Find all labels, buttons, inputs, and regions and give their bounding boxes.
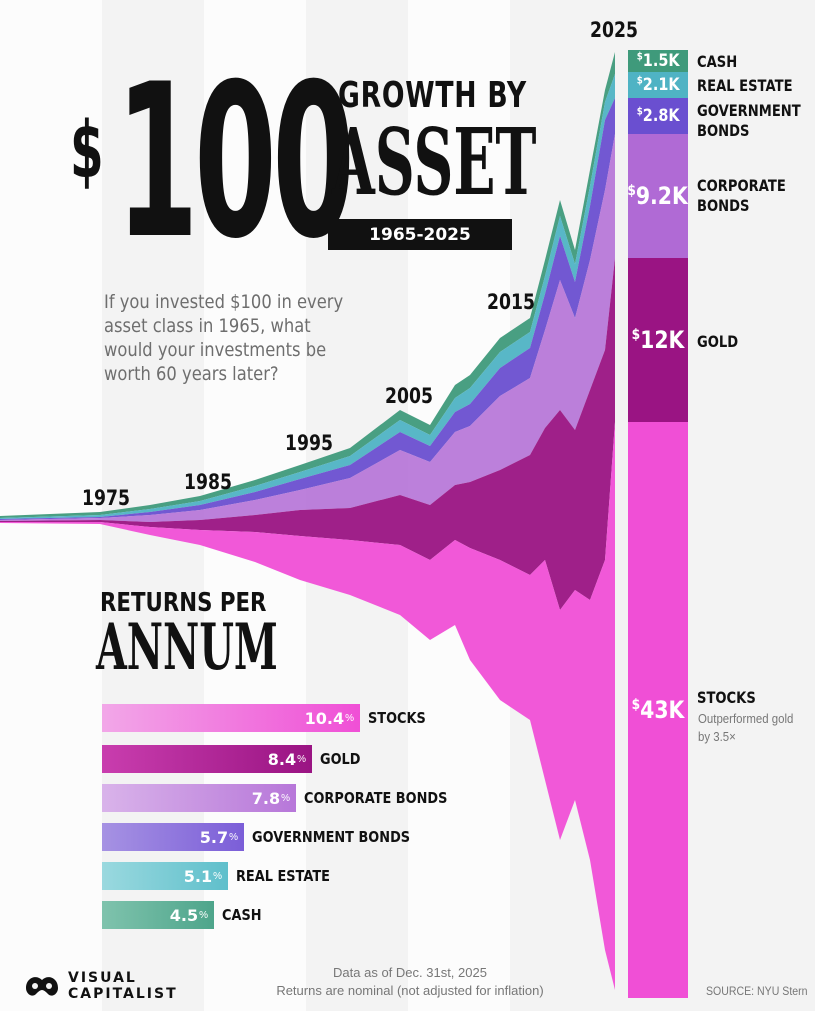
final-value-currency: $: [636, 106, 643, 118]
return-bar-percent-sign: %: [213, 870, 222, 882]
title-amount: 100: [116, 38, 355, 285]
years-text: 1965-2025: [369, 224, 471, 245]
stream-government-bonds: [0, 98, 615, 520]
logo-icon: [26, 977, 58, 996]
title-growth-by: GROWTH BY: [338, 75, 527, 116]
final-value-number: 12K: [640, 326, 685, 354]
final-value-number: 2.8K: [642, 106, 680, 126]
final-value-text: $12K: [632, 326, 685, 354]
return-bar-row: 4.5% CASH: [102, 901, 268, 929]
final-value-segment: $2.8K: [628, 98, 688, 134]
final-value-currency: $: [627, 183, 637, 199]
final-value-label: GOLD: [697, 332, 739, 351]
final-value-currency: $: [631, 697, 641, 713]
return-bar-percent-sign: %: [229, 831, 238, 843]
year-label-1995: 1995: [285, 431, 333, 455]
final-value-number: 9.2K: [636, 182, 689, 210]
background-stripe: [0, 0, 102, 1011]
final-value-text: $43K: [632, 696, 685, 724]
return-bar-value: 10.4: [304, 708, 345, 728]
final-value-segment: $43K: [628, 422, 688, 998]
return-bar-value: 5.1: [183, 866, 213, 886]
return-bar-value: 5.7: [199, 827, 229, 847]
brand-line-2: CAPITALIST: [68, 986, 178, 1002]
return-bar-row: 8.4% GOLD: [102, 745, 367, 773]
final-value-text: $1.5K: [637, 51, 680, 71]
return-bar-label: CORPORATE BONDS: [304, 789, 448, 807]
final-value-number: 2.1K: [642, 75, 680, 95]
years-badge: 1965-2025: [328, 219, 512, 250]
return-bar-percent-sign: %: [199, 909, 208, 921]
stream-stocks: [0, 422, 615, 990]
stocks-note: Outperformed gold by 3.5×: [698, 711, 794, 744]
year-label-2005: 2005: [385, 384, 433, 408]
returns-title-annum: ANNUM: [96, 610, 278, 685]
return-bar-row: 5.1% REAL ESTATE: [102, 862, 345, 890]
return-bar: 7.8%: [102, 784, 296, 812]
returns-title: RETURNS PER: [100, 588, 267, 618]
final-value-currency: $: [636, 51, 643, 63]
final-value-label: CORPORATE BONDS: [697, 176, 786, 215]
final-value-segment: $9.2K: [628, 134, 688, 258]
final-value-text: $2.8K: [637, 106, 680, 126]
source-text: SOURCE: NYU Stern: [706, 984, 808, 998]
visual-capitalist-logo: VISUAL CAPITALIST: [24, 970, 178, 1002]
final-value-segment: $12K: [628, 258, 688, 422]
footer-notes: Data as of Dec. 31st, 2025 Returns are n…: [270, 964, 550, 1000]
final-value-number: 1.5K: [642, 51, 680, 71]
return-bar: 8.4%: [102, 745, 312, 773]
final-value-label: GOVERNMENT BONDS: [697, 101, 801, 140]
year-label-1985: 1985: [184, 470, 232, 494]
return-bar-row: 7.8% CORPORATE BONDS: [102, 784, 471, 812]
final-value-label: CASH: [697, 52, 738, 71]
return-bar-value: 4.5: [169, 905, 199, 925]
final-value-currency: $: [636, 75, 643, 87]
final-value-stack: $1.5K $2.1K $2.8K $9.2K $12K $43K: [628, 50, 688, 998]
final-value-label: STOCKS: [697, 688, 756, 707]
return-bar-label: STOCKS: [368, 709, 426, 727]
return-bar-row: 5.7% GOVERNMENT BONDS: [102, 823, 436, 851]
returns-nominal-note: Returns are nominal (not adjusted for in…: [276, 983, 544, 998]
final-value-currency: $: [631, 327, 641, 343]
stream-gold: [0, 258, 615, 610]
final-value-segment: $2.1K: [628, 72, 688, 98]
return-bar: 4.5%: [102, 901, 214, 929]
return-bar: 5.7%: [102, 823, 244, 851]
intro-text: If you invested $100 in every asset clas…: [104, 291, 344, 385]
year-label-1975: 1975: [82, 486, 130, 510]
data-as-of: Data as of Dec. 31st, 2025: [333, 965, 487, 980]
title-dollar-sign: $: [70, 106, 104, 196]
return-bar-percent-sign: %: [345, 712, 354, 724]
final-value-number: 43K: [640, 696, 685, 724]
year-label-2025: 2025: [590, 18, 638, 42]
brand-line-1: VISUAL: [68, 970, 137, 986]
return-bar-label: GOLD: [320, 750, 361, 768]
final-value-segment: $1.5K: [628, 50, 688, 72]
return-bar-label: GOVERNMENT BONDS: [252, 828, 411, 846]
return-bar: 10.4%: [102, 704, 360, 732]
return-bar-percent-sign: %: [297, 753, 306, 765]
return-bar-value: 7.8: [251, 788, 281, 808]
final-value-label: REAL ESTATE: [697, 76, 793, 95]
year-label-2015: 2015: [487, 290, 535, 314]
return-bar-label: CASH: [222, 906, 262, 924]
return-bar-label: REAL ESTATE: [236, 867, 330, 885]
final-value-text: $2.1K: [637, 75, 680, 95]
return-bar-row: 10.4% STOCKS: [102, 704, 435, 732]
title-asset: ASSET: [332, 108, 537, 216]
return-bar-value: 8.4: [267, 749, 297, 769]
return-bar-percent-sign: %: [281, 792, 290, 804]
final-value-text: $9.2K: [628, 182, 688, 210]
return-bar: 5.1%: [102, 862, 228, 890]
stream-real-estate: [0, 74, 615, 519]
